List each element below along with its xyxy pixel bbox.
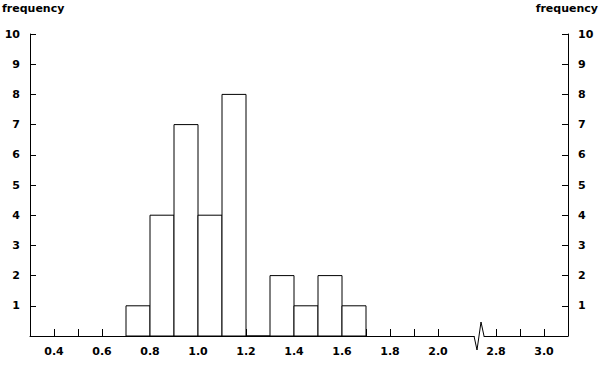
svg-text:5: 5 xyxy=(578,179,586,192)
svg-text:3.0: 3.0 xyxy=(534,345,554,358)
svg-text:1.0: 1.0 xyxy=(188,345,208,358)
svg-text:1.4: 1.4 xyxy=(284,345,304,358)
svg-text:4: 4 xyxy=(12,209,20,222)
svg-text:10: 10 xyxy=(5,28,21,41)
svg-text:8: 8 xyxy=(12,88,20,101)
svg-text:frequency: frequency xyxy=(2,2,64,15)
svg-text:5: 5 xyxy=(12,179,20,192)
svg-text:2.0: 2.0 xyxy=(428,345,448,358)
svg-text:4: 4 xyxy=(578,209,586,222)
svg-text:3: 3 xyxy=(578,239,586,252)
svg-text:9: 9 xyxy=(578,58,586,71)
svg-text:7: 7 xyxy=(578,118,586,131)
svg-text:2.8: 2.8 xyxy=(486,345,506,358)
svg-text:0.8: 0.8 xyxy=(140,345,160,358)
svg-text:1.6: 1.6 xyxy=(332,345,352,358)
svg-text:2: 2 xyxy=(12,269,20,282)
svg-text:1.8: 1.8 xyxy=(380,345,400,358)
svg-text:0.4: 0.4 xyxy=(44,345,64,358)
svg-text:0.6: 0.6 xyxy=(92,345,112,358)
svg-text:1: 1 xyxy=(578,299,586,312)
svg-text:6: 6 xyxy=(12,148,20,161)
svg-text:9: 9 xyxy=(12,58,20,71)
svg-text:2: 2 xyxy=(578,269,586,282)
svg-text:6: 6 xyxy=(578,148,586,161)
svg-text:8: 8 xyxy=(578,88,586,101)
svg-text:10: 10 xyxy=(578,28,594,41)
svg-text:frequency: frequency xyxy=(536,2,598,15)
svg-text:3: 3 xyxy=(12,239,20,252)
svg-text:1.2: 1.2 xyxy=(236,345,256,358)
svg-text:1: 1 xyxy=(12,299,20,312)
svg-text:7: 7 xyxy=(12,118,20,131)
